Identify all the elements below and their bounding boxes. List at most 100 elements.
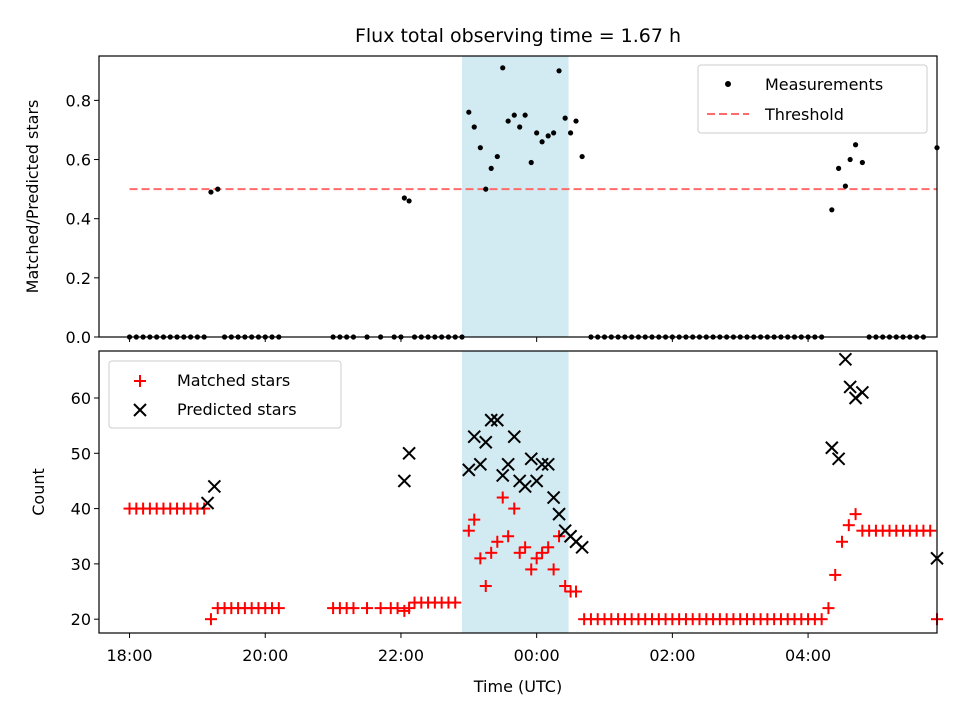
bottom-legend-box [108,360,342,429]
predicted-star-point [855,385,870,400]
bottom-y-tick-label: 30 [71,555,91,574]
measurement-point [579,153,585,160]
measurement-point [401,195,407,201]
bottom-x-tick-label: 02:00 [649,646,695,665]
predicted-star-point [496,468,510,483]
legend-predicted-label: Predicted stars [177,400,297,419]
chart-title: Flux total observing time = 1.67 h [355,25,681,47]
matched-star-point [485,546,498,559]
measurement-point [511,112,517,118]
matched-star-point [462,524,475,537]
bottom-y-tick-label: 60 [71,389,91,408]
matched-star-point [361,602,374,615]
matched-star-point [449,596,462,609]
predicted-star-point [575,540,589,555]
top-shaded-region [462,56,569,337]
bottom-y-axis: 20 30 40 50 60 [71,389,99,629]
matched-star-point [542,541,555,554]
matched-star-point [403,602,416,615]
top-legend: Measurements Threshold [697,64,928,134]
matched-star-point [474,552,487,565]
legend-measurements-label: Measurements [765,75,883,94]
predicted-star-point [473,457,488,472]
legend-matched-marker [134,375,146,387]
matched-star-point [525,563,538,576]
matched-star-point [502,530,515,543]
measurement-point [545,133,551,139]
matched-star-point [374,602,387,615]
measurement-point [471,124,477,130]
bottom-x-tick-label: 18:00 [106,646,152,665]
measurement-point [567,130,574,136]
matched-star-point [815,613,828,626]
predicted-star-point [207,479,222,494]
bottom-shaded-region [462,351,569,633]
bottom-panel: 20 30 40 50 60 18:00 20:00 22:00 00:00 02:00 04:0… [29,350,944,696]
top-y-label: Matched/Predicted stars [23,100,42,294]
bottom-y-label: Count [29,468,48,516]
top-y-tick-label: 0.0 [66,328,91,347]
predicted-star-point [402,446,416,461]
measurement-point [847,156,853,163]
matched-star-point [272,602,285,615]
top-x-ticks [129,337,809,342]
measurement-point [466,109,472,115]
matched-star-point [547,563,560,576]
matched-star-point [530,552,543,565]
predicted-star-point [552,507,566,521]
predicted-stars-points [200,352,944,566]
top-legend-box [697,64,928,134]
predicted-star-point [541,457,555,472]
matched-star-point [491,535,504,548]
legend-threshold-label: Threshold [764,105,844,124]
predicted-star-point [479,435,493,449]
predicted-star-point [397,474,412,488]
measurement-point [406,198,412,204]
top-panel: 0.00.20.40.60.8 Matched/Predicted stars … [23,55,940,347]
matched-star-point [513,546,526,559]
matched-star-point [836,535,849,548]
bottom-x-label: Time (UTC) [473,677,562,696]
measurement-point [859,159,865,166]
measurement-point [534,130,540,136]
top-y-tick-label: 0.8 [66,91,91,110]
predicted-star-point [838,352,853,367]
matched-stars-points [123,491,943,626]
measurement-point [208,189,214,195]
legend-predicted-marker [133,403,147,417]
bottom-y-tick-label: 50 [71,444,91,463]
top-axes-frame [98,55,938,338]
bottom-x-tick-label: 04:00 [785,646,831,665]
matched-star-point [508,502,521,515]
predicted-star-point [501,457,515,472]
predicted-star-point [825,441,839,455]
predicted-star-point [484,413,498,427]
predicted-star-point [507,429,521,444]
predicted-star-point [546,490,561,505]
matched-star-point [519,541,532,554]
measurement-point [556,68,562,74]
measurement-point [488,165,494,171]
measurement-point [562,115,568,121]
measurement-point [528,159,534,166]
predicted-star-point [518,479,532,494]
matched-star-point [479,580,492,592]
measurement-point [573,118,579,124]
matched-star-point [849,508,862,521]
top-y-tick-label: 0.4 [66,210,91,229]
measurement-point [505,118,511,124]
bottom-y-tick-label: 20 [71,610,91,629]
matched-star-point [198,502,211,515]
predicted-star-point [524,452,538,466]
measurement-point [494,153,500,160]
bottom-legend: Matched stars Predicted stars [108,360,342,429]
matched-star-point [536,546,549,559]
measurement-point [551,130,557,136]
measurement-point [539,139,545,145]
bottom-x-tick-label: 22:00 [378,646,424,665]
measurement-point [215,186,221,192]
matched-star-point [347,602,360,615]
measurement-point [517,124,523,130]
measurement-point [522,112,528,118]
